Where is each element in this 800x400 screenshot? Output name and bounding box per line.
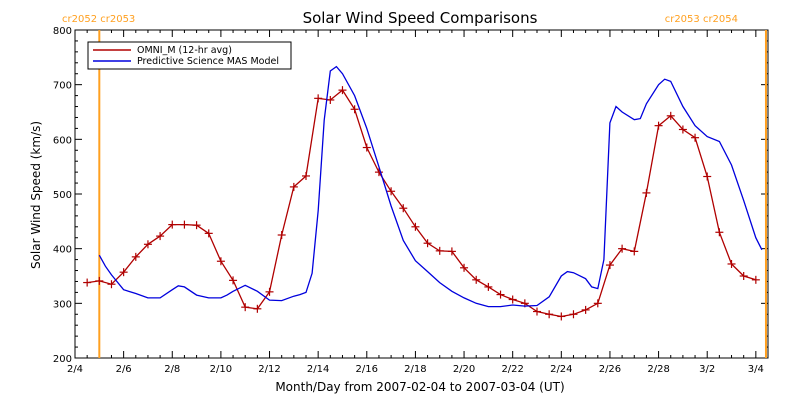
omni-point-marker — [204, 229, 213, 238]
y-tick-label: 700 — [53, 81, 72, 92]
x-tick-label: 2/24 — [550, 364, 572, 375]
carrington-rotation-markers: cr2052 cr2053 cr2053 cr2054 — [62, 14, 767, 358]
y-tick-label: 200 — [53, 354, 72, 365]
omni-point-marker — [751, 275, 760, 284]
omni-point-marker — [533, 307, 541, 316]
omni-point-marker — [192, 221, 201, 230]
omni-point-marker — [496, 290, 505, 299]
omni-point-marker — [399, 204, 408, 213]
omni-point-marker — [131, 252, 140, 261]
x-tick-label: 2/8 — [164, 364, 180, 375]
omni-point-marker — [557, 312, 566, 321]
omni-point-marker — [156, 232, 165, 241]
omni-point-marker — [654, 121, 663, 130]
omni-point-marker — [727, 259, 736, 268]
omni-point-marker — [83, 278, 92, 287]
omni-point-marker — [253, 304, 262, 313]
omni-point-marker — [265, 287, 274, 296]
mas-model-line — [98, 65, 763, 308]
cr-label: cr2053 cr2054 — [665, 14, 738, 25]
omni-point-marker — [472, 275, 481, 284]
x-tick-label: 2/28 — [647, 364, 669, 375]
omni-point-marker — [338, 86, 347, 95]
omni-point-marker — [581, 305, 590, 314]
omni-point-marker — [216, 257, 225, 266]
x-axis: 2/4 2/6 2/8 2/10 2/12 2/14 2/16 2/18 2/20 2/22 2/2… — [67, 30, 764, 375]
chart-title: Solar Wind Speed Comparisons — [303, 9, 538, 27]
x-tick-label: 2/20 — [453, 364, 475, 375]
legend-box — [87, 41, 292, 70]
omni-point-marker — [119, 268, 128, 277]
omni-point-marker — [350, 105, 359, 114]
omni-point-marker — [374, 168, 383, 177]
x-tick-label: 3/4 — [748, 364, 764, 375]
omni-point-marker — [666, 111, 675, 120]
omni-point-marker — [642, 188, 651, 197]
y-tick-label: 300 — [53, 299, 72, 310]
x-tick-label: 2/26 — [599, 364, 621, 375]
omni-point-marker — [545, 310, 554, 319]
y-tick-label: 600 — [53, 135, 72, 146]
omni-point-marker — [593, 299, 602, 308]
x-axis-label: Month/Day from 2007-02-04 to 2007-03-04 … — [275, 380, 564, 394]
omni-point-marker — [715, 228, 724, 237]
omni-point-marker — [605, 261, 614, 270]
omni-point-marker — [703, 172, 712, 181]
omni-point-marker — [569, 310, 578, 319]
x-tick-label: 3/2 — [699, 364, 715, 375]
legend: OMNI_M (12-hr avg) Predictive Science MA… — [87, 41, 292, 70]
omni-point-marker — [630, 247, 639, 256]
omni-point-marker — [168, 220, 177, 229]
omni-line — [87, 89, 756, 318]
omni-point-marker — [411, 222, 420, 231]
omni-point-marker — [447, 247, 456, 256]
omni-point-marker — [302, 171, 310, 180]
omni-point-marker — [180, 220, 189, 229]
y-tick-label: 800 — [53, 26, 72, 37]
omni-point-marker — [362, 143, 371, 152]
omni-point-marker — [241, 303, 250, 312]
legend-label-omni: OMNI_M (12-hr avg) — [137, 45, 232, 56]
omni-point-marker — [423, 239, 432, 248]
x-tick-label: 2/10 — [210, 364, 232, 375]
omni-point-marker — [508, 295, 517, 304]
x-tick-label: 2/6 — [116, 364, 132, 375]
omni-point-marker — [484, 282, 493, 291]
omni-point-marker — [618, 244, 627, 253]
omni-point-marker — [314, 94, 323, 103]
series-layer — [83, 65, 763, 321]
omni-point-marker — [739, 272, 748, 280]
x-tick-label: 2/18 — [404, 364, 426, 375]
omni-point-marker — [691, 133, 700, 142]
omni-point-marker — [460, 263, 469, 272]
omni-point-marker — [95, 276, 104, 285]
omni-point-marker — [435, 246, 444, 255]
y-tick-label: 500 — [53, 190, 72, 201]
omni-point-marker — [678, 125, 687, 134]
omni-point-marker — [387, 187, 396, 196]
legend-label-mas: Predictive Science MAS Model — [137, 56, 279, 67]
y-axis: 200 300 400 500 600 700 800 — [53, 26, 768, 365]
x-tick-label: 2/4 — [67, 364, 83, 375]
y-tick-label: 400 — [53, 245, 72, 256]
cr-label: cr2052 cr2053 — [62, 14, 135, 25]
omni-point-marker — [326, 95, 335, 104]
omni-point-marker — [277, 231, 286, 239]
omni-point-marker — [229, 276, 238, 285]
x-tick-label: 2/12 — [258, 364, 280, 375]
omni-point-marker — [289, 182, 298, 191]
omni-point-marker — [143, 240, 152, 249]
omni-point-marker — [107, 280, 116, 289]
x-tick-label: 2/16 — [356, 364, 378, 375]
x-tick-label: 2/22 — [501, 364, 523, 375]
y-axis-label: Solar Wind Speed (km/s) — [29, 121, 43, 269]
x-tick-label: 2/14 — [307, 364, 329, 375]
